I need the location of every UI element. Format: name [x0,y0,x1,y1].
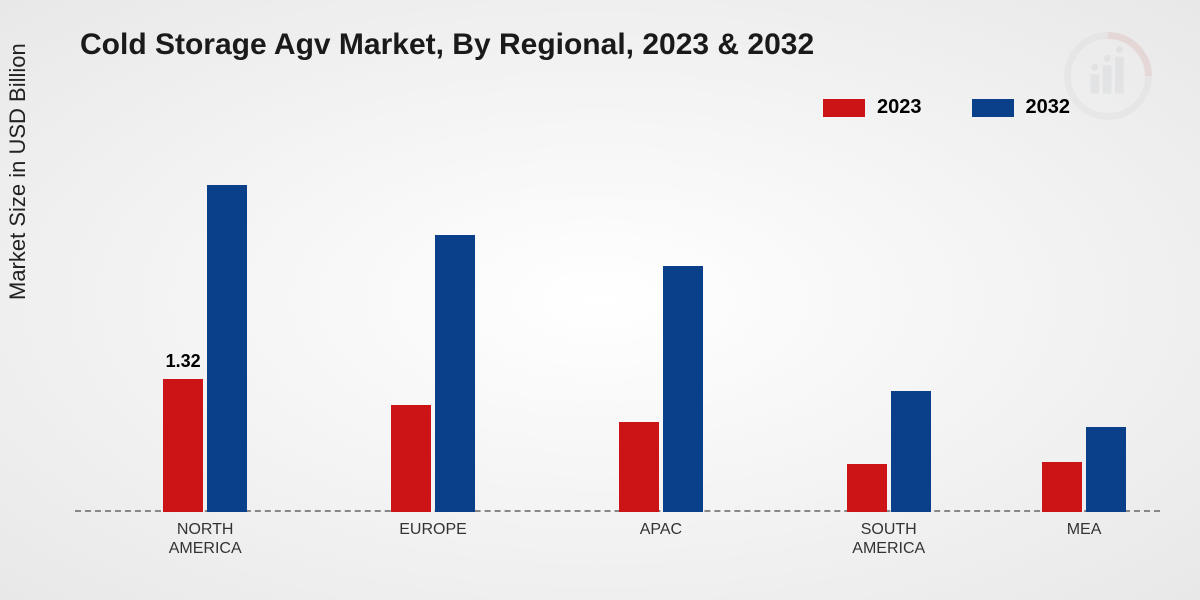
x-tick-label: APAC [563,520,758,539]
bar [391,405,431,512]
legend-label: 2032 [1026,96,1071,119]
legend-item-2023: 2023 [823,96,922,119]
bar [619,422,659,513]
bar-group [563,266,758,512]
legend: 2023 2032 [823,96,1070,119]
x-tick-label: SOUTH AMERICA [791,520,986,558]
x-tick-label: EUROPE [335,520,530,539]
bar [1086,427,1126,512]
legend-swatch [823,99,865,117]
legend-swatch [972,99,1014,117]
legend-item-2032: 2032 [972,96,1071,119]
x-tick-label: NORTH AMERICA [108,520,303,558]
bar [435,235,475,512]
plot-area: 1.32 [75,150,1160,512]
bar [847,464,887,512]
y-axis-label: Market Size in USD Billion [5,43,31,300]
x-axis-labels: NORTH AMERICAEUROPEAPACSOUTH AMERICAMEA [75,520,1160,570]
chart-title: Cold Storage Agv Market, By Regional, 20… [80,28,814,62]
brand-watermark-icon [1064,32,1152,120]
bar-group [335,235,530,512]
bar [663,266,703,512]
bar-group: 1.32 [108,185,303,512]
bar-group [791,391,986,512]
x-tick-label: MEA [986,520,1181,539]
bar-value-label: 1.32 [166,351,201,372]
legend-label: 2023 [877,96,922,119]
bar [207,185,247,512]
bar [1042,462,1082,512]
bar [891,391,931,512]
bar-group [986,427,1181,512]
bar: 1.32 [163,379,203,512]
